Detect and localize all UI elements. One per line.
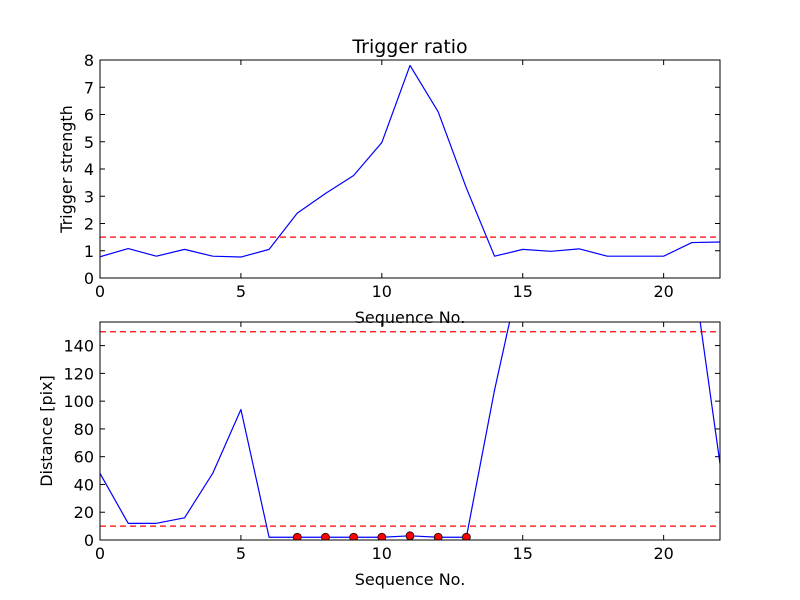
x-tick-label: 15 xyxy=(513,544,533,563)
plot-area-bottom xyxy=(100,322,720,540)
data-point-marker xyxy=(321,532,330,540)
y-tick-label: 2 xyxy=(84,215,94,234)
data-point-marker xyxy=(461,532,471,540)
axis-ticks-bottom: 0 5 10 15 20 0 20 40 60 80 100 120 140 xyxy=(63,322,720,563)
data-point-marker xyxy=(433,532,443,540)
x-tick-label: 0 xyxy=(95,282,105,301)
y-tick-label: 80 xyxy=(74,420,94,439)
data-point-marker xyxy=(349,532,359,540)
series-line xyxy=(100,64,720,258)
chart-title-top: Trigger ratio xyxy=(351,36,467,58)
data-point-marker xyxy=(292,532,302,540)
y-tick-label: 140 xyxy=(63,337,94,356)
y-tick-label: 1 xyxy=(84,242,94,261)
y-tick-label: 40 xyxy=(74,475,94,494)
x-tick-label: 5 xyxy=(236,544,246,563)
y-axis-label-bottom: Distance [pix] xyxy=(37,375,56,487)
x-tick-label: 20 xyxy=(653,282,673,301)
x-tick-label: 0 xyxy=(95,544,105,563)
plot-area-top xyxy=(100,64,720,258)
x-tick-label: 20 xyxy=(653,544,673,563)
axis-ticks-top: 0 5 10 15 20 0 1 2 3 4 5 6 7 8 xyxy=(84,51,720,301)
y-tick-label: 120 xyxy=(63,364,94,383)
x-tick-label: 15 xyxy=(513,282,533,301)
y-tick-label: 7 xyxy=(84,78,94,97)
x-tick-label: 10 xyxy=(372,544,392,563)
y-tick-label: 20 xyxy=(74,503,94,522)
y-tick-label: 8 xyxy=(84,51,94,70)
y-tick-label: 100 xyxy=(63,392,94,411)
y-tick-label: 60 xyxy=(74,448,94,467)
y-tick-label: 6 xyxy=(84,106,94,125)
x-axis-label-bottom: Sequence No. xyxy=(355,570,466,589)
x-axis-label-top: Sequence No. xyxy=(355,308,466,327)
data-point-marker xyxy=(405,531,415,540)
y-axis-label-top: Trigger strength xyxy=(57,105,76,234)
y-tick-label: 0 xyxy=(84,269,94,288)
axes-frame-bottom xyxy=(99,321,721,541)
axes-frame-top xyxy=(99,59,721,279)
y-tick-label: 0 xyxy=(84,531,94,550)
x-tick-label: 5 xyxy=(236,282,246,301)
y-tick-label: 4 xyxy=(84,160,94,179)
y-tick-label: 3 xyxy=(84,187,94,206)
data-point-marker xyxy=(377,532,387,540)
x-tick-label: 10 xyxy=(372,282,392,301)
y-tick-label: 5 xyxy=(84,133,94,152)
